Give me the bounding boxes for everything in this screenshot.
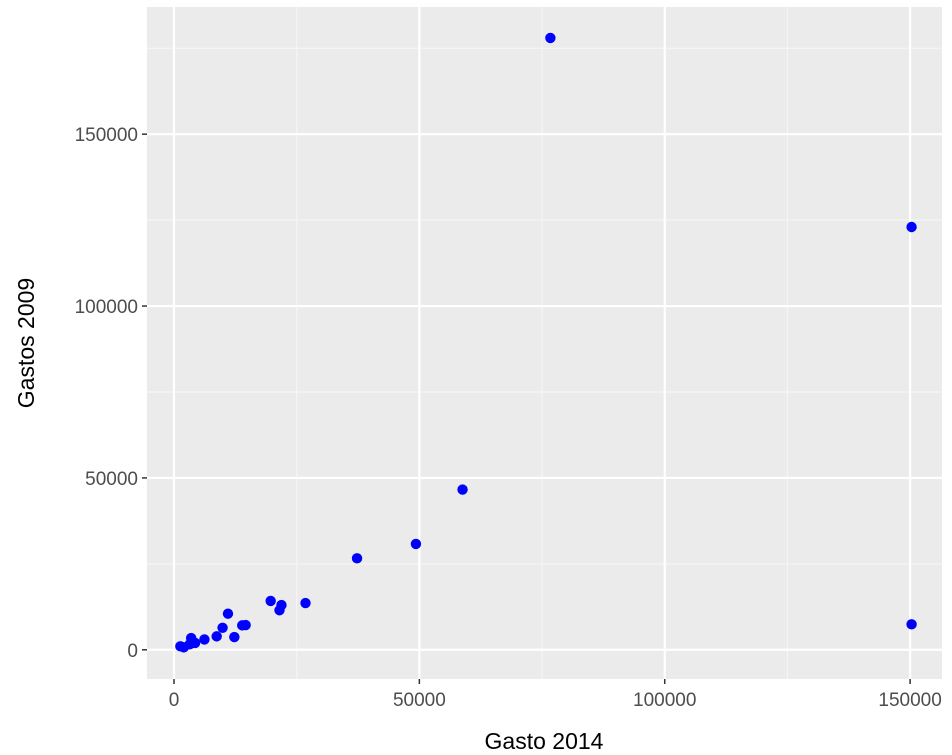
x-tick-label: 150000 bbox=[878, 690, 941, 711]
y-tick-label: 0 bbox=[127, 641, 138, 662]
data-point bbox=[222, 608, 234, 619]
major-gridlines bbox=[147, 7, 942, 679]
data-point bbox=[199, 634, 210, 645]
data-point bbox=[457, 484, 468, 495]
data-point bbox=[410, 538, 422, 550]
data-point bbox=[351, 553, 363, 564]
x-tick-label: 100000 bbox=[633, 690, 696, 711]
data-point bbox=[217, 622, 228, 633]
data-point bbox=[229, 631, 240, 643]
y-tick-label: 100000 bbox=[75, 297, 138, 318]
data-point bbox=[906, 221, 917, 233]
plot-panel bbox=[147, 7, 942, 679]
x-tick-label: 50000 bbox=[393, 690, 446, 711]
y-axis-ticks: 0 50000 100000 150000 bbox=[75, 125, 147, 662]
y-tick-label: 150000 bbox=[75, 125, 138, 146]
data-point bbox=[545, 32, 556, 44]
data-point bbox=[211, 631, 222, 642]
data-point bbox=[906, 619, 917, 630]
data-point bbox=[265, 595, 276, 607]
data-point bbox=[276, 599, 287, 611]
y-axis-title: Gastos 2009 bbox=[13, 278, 39, 408]
x-axis-ticks: 0 50000 100000 150000 bbox=[169, 679, 942, 711]
data-points bbox=[175, 32, 917, 653]
data-point bbox=[189, 637, 201, 649]
data-point bbox=[300, 597, 311, 609]
y-tick-label: 50000 bbox=[85, 469, 138, 490]
data-point bbox=[240, 619, 251, 631]
x-tick-label: 0 bbox=[169, 690, 180, 711]
minor-gridlines bbox=[147, 7, 942, 679]
x-axis-title: Gasto 2014 bbox=[485, 728, 604, 754]
